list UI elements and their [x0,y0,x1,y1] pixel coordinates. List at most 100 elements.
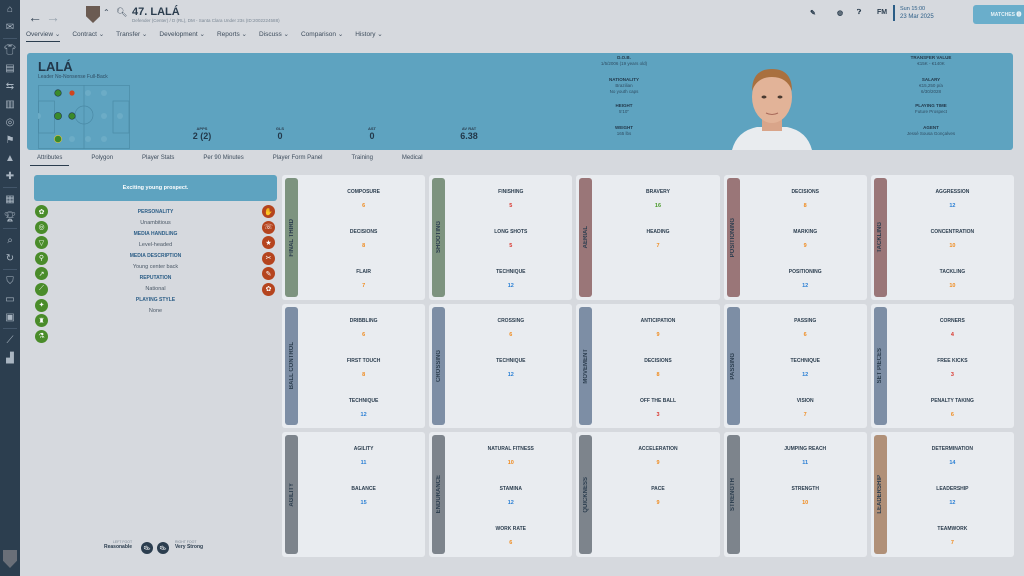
back-icon[interactable]: ← [28,9,42,25]
menu-development[interactable]: Development ⌄ [159,31,205,38]
attribute-technique[interactable]: TECHNIQUE 12 [449,358,572,398]
matches-button[interactable]: MATCHES ⓿ [973,5,1024,24]
globe-icon[interactable]: ◍ [837,10,844,17]
attribute-composure[interactable]: COMPOSURE 6 [302,189,425,229]
attribute-technique[interactable]: TECHNIQUE 12 [302,398,425,438]
player-trait-icon[interactable]: ▽ [35,236,48,250]
menu-discuss[interactable]: Discuss ⌄ [258,31,289,38]
tab-attributes[interactable]: Attributes [30,155,70,166]
attribute-corners[interactable]: CORNERS 4 [891,318,1014,358]
player-trait-icon[interactable]: ✿ [35,205,48,218]
tab-player-form-panel[interactable]: Player Form Panel [272,155,323,161]
switch-player-icon[interactable]: ⌃ [103,8,110,17]
player-trait-icon[interactable]: ↗ [35,267,48,281]
attribute-bravery[interactable]: BRAVERY 16 [596,189,719,229]
search-icon[interactable]: ⌕ [7,234,13,246]
staff-icon[interactable]: ◎ [5,116,15,128]
attribute-agility[interactable]: AGILITY 11 [302,446,425,486]
club-crest-icon[interactable] [3,550,17,568]
stats-icon[interactable]: ⟋ [6,334,14,346]
menu-overview[interactable]: Overview ⌄ [26,30,61,42]
attribute-work-rate[interactable]: WORK RATE 6 [449,526,572,566]
attribute-tackling[interactable]: TACKLING 10 [891,269,1014,309]
player-trait-icon[interactable]: ✎ [262,267,275,281]
attribute-leadership[interactable]: LEADERSHIP 12 [891,486,1014,526]
menu-contract[interactable]: Contract ⌄ [72,31,105,38]
attribute-technique[interactable]: TECHNIQUE 12 [744,358,867,398]
player-trait-icon[interactable]: ⚲ [35,251,48,265]
attribute-acceleration[interactable]: ACCELERATION 9 [596,446,719,486]
attribute-off-the-ball[interactable]: OFF THE BALL 3 [596,398,719,438]
menu-reports[interactable]: Reports ⌄ [216,31,247,38]
attribute-natural-fitness[interactable]: NATURAL FITNESS 10 [449,446,572,486]
attribute-positioning[interactable]: POSITIONING 12 [744,269,867,309]
sync-icon[interactable]: ↻ [5,252,15,264]
attribute-heading[interactable]: HEADING 7 [596,229,719,269]
fm-button[interactable]: FM [877,9,888,16]
training-icon[interactable]: ⚑ [5,134,15,146]
attribute-free-kicks[interactable]: FREE KICKS 3 [891,358,1014,398]
attribute-decisions[interactable]: DECISIONS 8 [744,189,867,229]
attribute-stamina[interactable]: STAMINA 12 [449,486,572,526]
player-trait-icon[interactable]: ✂ [262,251,275,265]
player-trait-icon[interactable]: ★ [262,236,275,250]
player-trait-icon[interactable]: ✿ [262,282,275,296]
attribute-vision[interactable]: VISION 7 [744,398,867,438]
facilities-icon[interactable]: ▟ [6,352,14,364]
tab-polygon[interactable]: Polygon [91,155,114,161]
attribute-technique[interactable]: TECHNIQUE 12 [449,269,572,309]
schedule-icon[interactable]: ▦ [5,193,15,205]
attribute-teamwork[interactable]: TEAMWORK 7 [891,526,1014,566]
attribute-flair[interactable]: FLAIR 7 [302,269,425,309]
attribute-pace[interactable]: PACE 9 [596,486,719,526]
home-icon[interactable]: ⌂ [6,3,14,15]
attribute-strength[interactable]: STRENGTH 10 [744,486,867,526]
player-trait-icon[interactable]: ◎ [35,220,48,234]
attribute-penalty-taking[interactable]: PENALTY TAKING 6 [891,398,1014,438]
player-trait-icon[interactable]: ♜ [35,314,48,328]
attribute-first-touch[interactable]: FIRST TOUCH 8 [302,358,425,398]
help-icon[interactable]: ❓︎ [857,9,862,16]
menu-transfer[interactable]: Transfer ⌄ [116,31,148,38]
player-trait-icon[interactable]: ✋ [262,205,275,218]
tactics-icon[interactable]: ▤ [5,62,15,74]
player-trait-icon[interactable]: ✦ [35,298,48,312]
squad-icon[interactable]: 👕︎ [3,44,17,56]
club-badge-icon[interactable] [86,6,100,23]
player-trait-icon[interactable]: ⚗ [35,329,48,343]
attribute-crossing[interactable]: CROSSING 6 [449,318,572,358]
tab-medical[interactable]: Medical [401,155,423,161]
tab-player-stats[interactable]: Player Stats [142,155,175,161]
attribute-passing[interactable]: PASSING 6 [744,318,867,358]
attribute-determination[interactable]: DETERMINATION 14 [891,446,1014,486]
menu-comparison[interactable]: Comparison ⌄ [300,31,344,38]
attribute-anticipation[interactable]: ANTICIPATION 9 [596,318,719,358]
dev-icon[interactable]: ▲ [5,152,15,164]
attribute-decisions[interactable]: DECISIONS 8 [596,358,719,398]
transfers-icon[interactable]: ⇆ [5,80,15,92]
attribute-decisions[interactable]: DECISIONS 8 [302,229,425,269]
menu-history[interactable]: History ⌄ [355,31,383,38]
medical-icon[interactable]: ✚ [5,170,15,182]
edit-icon[interactable]: ✎ [810,10,816,17]
inbox-icon[interactable]: ✉ [5,21,15,33]
attribute-concentration[interactable]: CONCENTRATION 10 [891,229,1014,269]
tab-per-90-minutes[interactable]: Per 90 Minutes [203,155,244,161]
tab-training[interactable]: Training [351,155,373,161]
attribute-finishing[interactable]: FINISHING 5 [449,189,572,229]
attribute-aggression[interactable]: AGGRESSION 12 [891,189,1014,229]
attribute-dribbling[interactable]: DRIBBLING 6 [302,318,425,358]
club-icon[interactable]: ⛉ [6,275,14,287]
attribute-balance[interactable]: BALANCE 15 [302,486,425,526]
money-icon[interactable]: ▣ [5,311,15,323]
attribute-long-shots[interactable]: LONG SHOTS 5 [449,229,572,269]
finance-icon[interactable]: ▭ [5,293,15,305]
attribute-marking[interactable]: MARKING 9 [744,229,867,269]
search-icon[interactable]: 🔍︎ [116,7,128,17]
competitions-icon[interactable]: 🏆︎ [3,211,17,223]
player-trait-icon[interactable]: ☏ [262,220,275,234]
scouting-icon[interactable]: ▥ [5,98,15,110]
attribute-jumping-reach[interactable]: JUMPING REACH 11 [744,446,867,486]
forward-icon[interactable]: → [46,9,60,25]
player-trait-icon[interactable]: ⟋ [35,282,48,296]
